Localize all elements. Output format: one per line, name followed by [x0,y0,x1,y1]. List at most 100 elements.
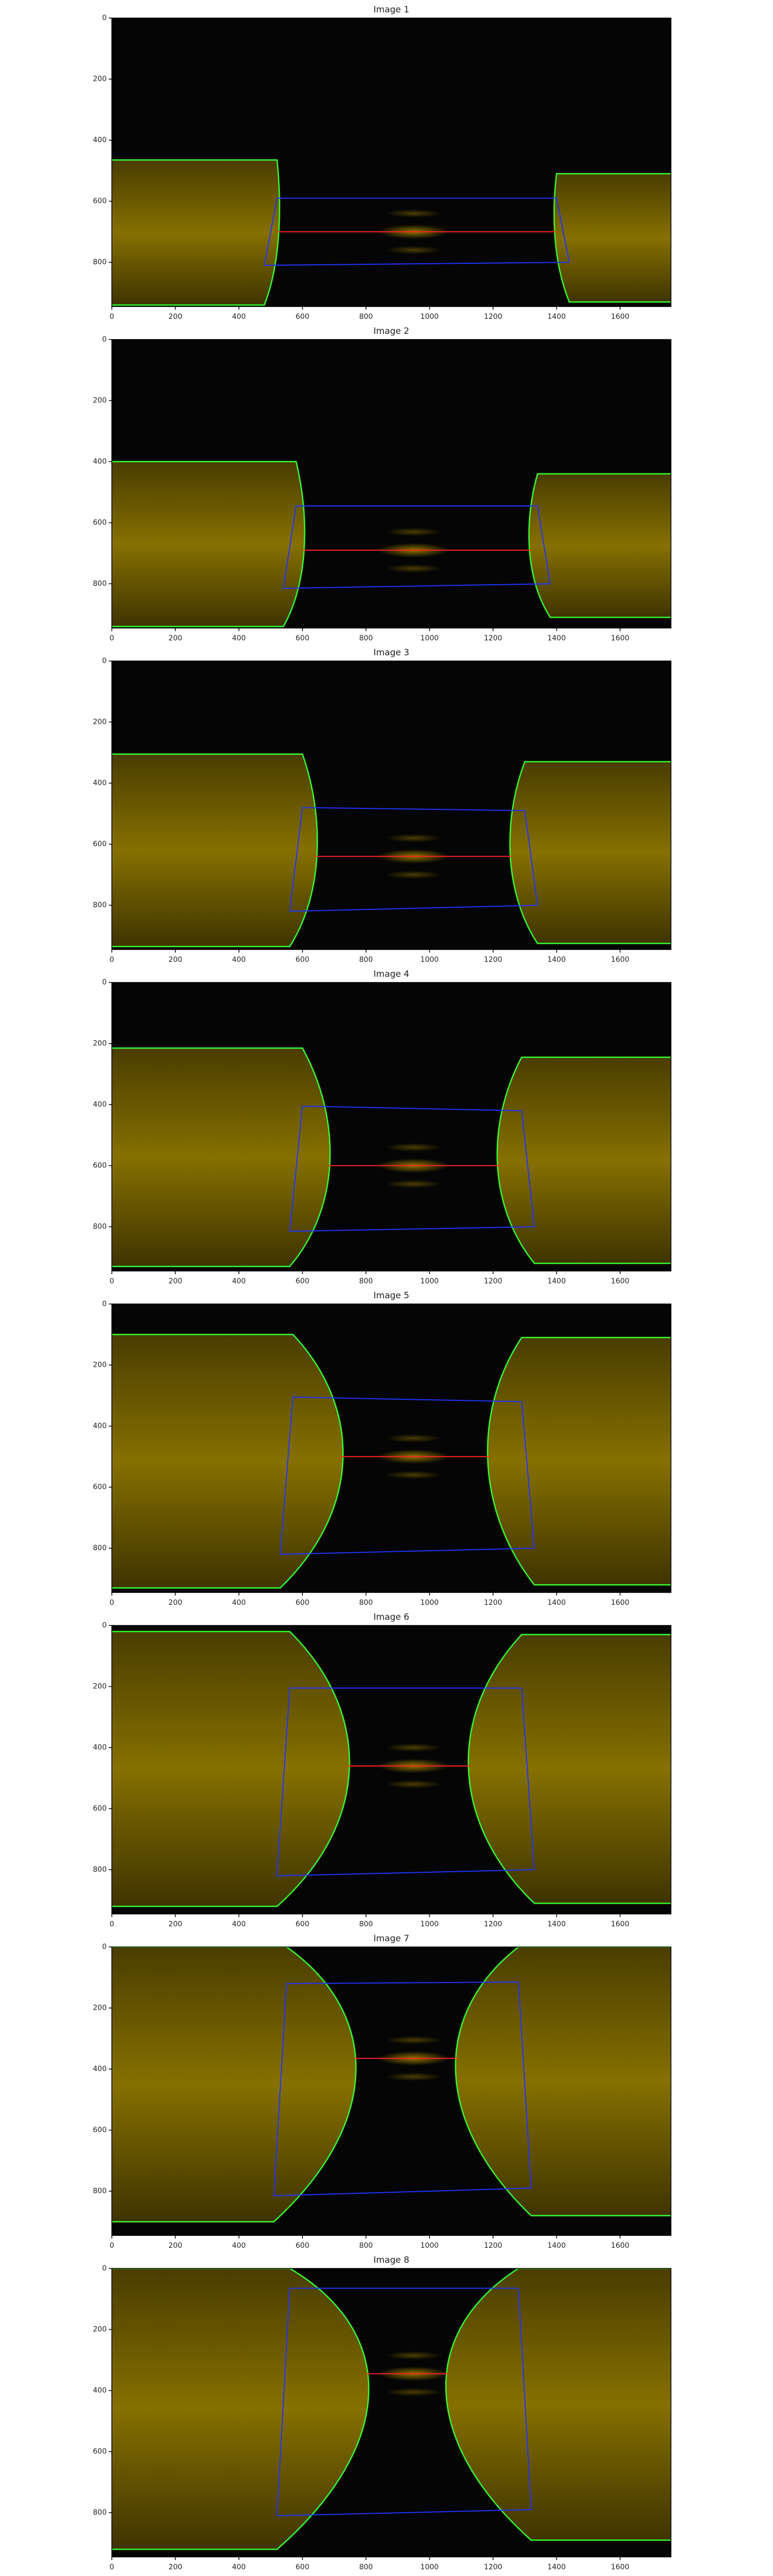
x-tick-label: 1200 [484,1920,502,1928]
blue-line [276,1688,291,1876]
x-tick-label: 600 [296,2242,310,2250]
blue-line [556,198,570,263]
right-electrode [467,1634,671,1904]
x-tick-label: 400 [232,2242,246,2250]
x-tick-label: 800 [359,2242,373,2250]
y-tick-label: 200 [93,718,107,726]
panel-title: Image 5 [374,1291,409,1301]
y-tick-label: 200 [93,1040,107,1048]
y-tick-label: 800 [93,1866,107,1874]
x-tick-label: 1600 [611,1599,630,1607]
blue-line [277,2509,531,2516]
y-tick-label: 800 [93,580,107,588]
x-tick-label: 1400 [547,956,566,964]
x-tick-label: 0 [110,634,114,642]
x-tick-label: 400 [232,1920,246,1928]
x-tick-label: 600 [296,634,310,642]
x-tick-label: 0 [110,956,114,964]
x-tick-label: 1200 [484,956,502,964]
x-tick-label: 600 [296,313,310,321]
glow-blob [385,834,442,842]
image-area [112,1304,671,1592]
blue-line [521,1401,535,1549]
x-tick-label: 1200 [484,313,502,321]
x-tick-label: 400 [232,313,246,321]
axes-frame [111,18,671,307]
x-tick-label: 600 [296,1277,310,1285]
x-tick-label: 0 [110,1277,114,1285]
panel-title: Image 8 [374,2255,409,2265]
x-tick-label: 1400 [547,313,566,321]
glow-blob [385,2036,442,2044]
x-tick-label: 800 [359,2563,373,2571]
image-area [112,340,671,628]
blue-line [289,807,303,912]
x-tick-label: 200 [169,1599,182,1607]
x-tick-label: 1000 [421,313,439,321]
panel-title: Image 3 [374,648,409,658]
x-tick-label: 200 [169,956,182,964]
x-tick-label: 1600 [611,2242,630,2250]
glow-blob [385,528,442,536]
y-tick-label: 800 [93,1544,107,1552]
x-tick-label: 600 [296,956,310,964]
right-electrode [553,173,671,303]
y-tick-label: 600 [93,840,107,849]
glow-blob [385,564,442,573]
image-area [112,18,671,307]
y-tick-label: 400 [93,779,107,787]
y-tick-label: 0 [102,978,107,987]
blue-line [289,1106,303,1232]
panel-title: Image 7 [374,1934,409,1944]
y-tick-label: 800 [93,2187,107,2195]
panel-title: Image 4 [374,969,409,979]
y-tick-label: 600 [93,1805,107,1813]
blue-line [280,1548,534,1555]
y-tick-label: 0 [102,14,107,22]
y-tick-label: 0 [102,2264,107,2273]
right-electrode [445,2268,671,2541]
panel-title: Image 1 [374,5,409,15]
x-tick-label: 0 [110,1920,114,1928]
blue-line [290,905,538,912]
right-electrode [496,1056,671,1264]
blue-line [521,1688,535,1870]
blue-line [274,2188,531,2196]
x-tick-label: 0 [110,2563,114,2571]
right-electrode [455,1947,671,2216]
left-electrode [112,753,318,947]
x-tick-label: 200 [169,1277,182,1285]
axes-frame [111,1946,671,2236]
blue-line [264,262,569,266]
left-electrode [112,1047,331,1267]
x-tick-label: 800 [359,1277,373,1285]
y-tick-label: 0 [102,657,107,665]
x-tick-label: 1600 [611,313,630,321]
panel: Image 5 0 200 400 600 800 1000 1200 1400 1600 0 200… [93,1291,671,1607]
axes-frame [111,1625,671,1914]
x-tick-label: 800 [359,1599,373,1607]
left-electrode [112,1947,357,2223]
panel: Image 3 0 200 400 600 800 1000 1200 1400 1600 0 200… [93,648,671,964]
x-tick-label: 800 [359,956,373,964]
x-tick-label: 600 [296,2563,310,2571]
x-tick-label: 1600 [611,956,630,964]
x-tick-label: 200 [169,1920,182,1928]
x-tick-label: 1600 [611,634,630,642]
left-electrode [112,159,280,306]
image-area [112,661,671,950]
blue-line [293,1396,522,1402]
y-tick-label: 200 [93,397,107,405]
glow-blob [385,870,442,879]
y-tick-label: 400 [93,2065,107,2073]
axes-frame [111,1303,671,1593]
right-electrode [486,1336,671,1586]
y-tick-label: 400 [93,136,107,144]
x-tick-label: 1200 [484,1277,502,1285]
blue-line [518,2288,532,2510]
axes-frame [111,982,671,1272]
blue-line [276,2288,291,2516]
x-tick-label: 400 [232,1599,246,1607]
glow-blob [385,1180,442,1189]
x-tick-label: 800 [359,1920,373,1928]
